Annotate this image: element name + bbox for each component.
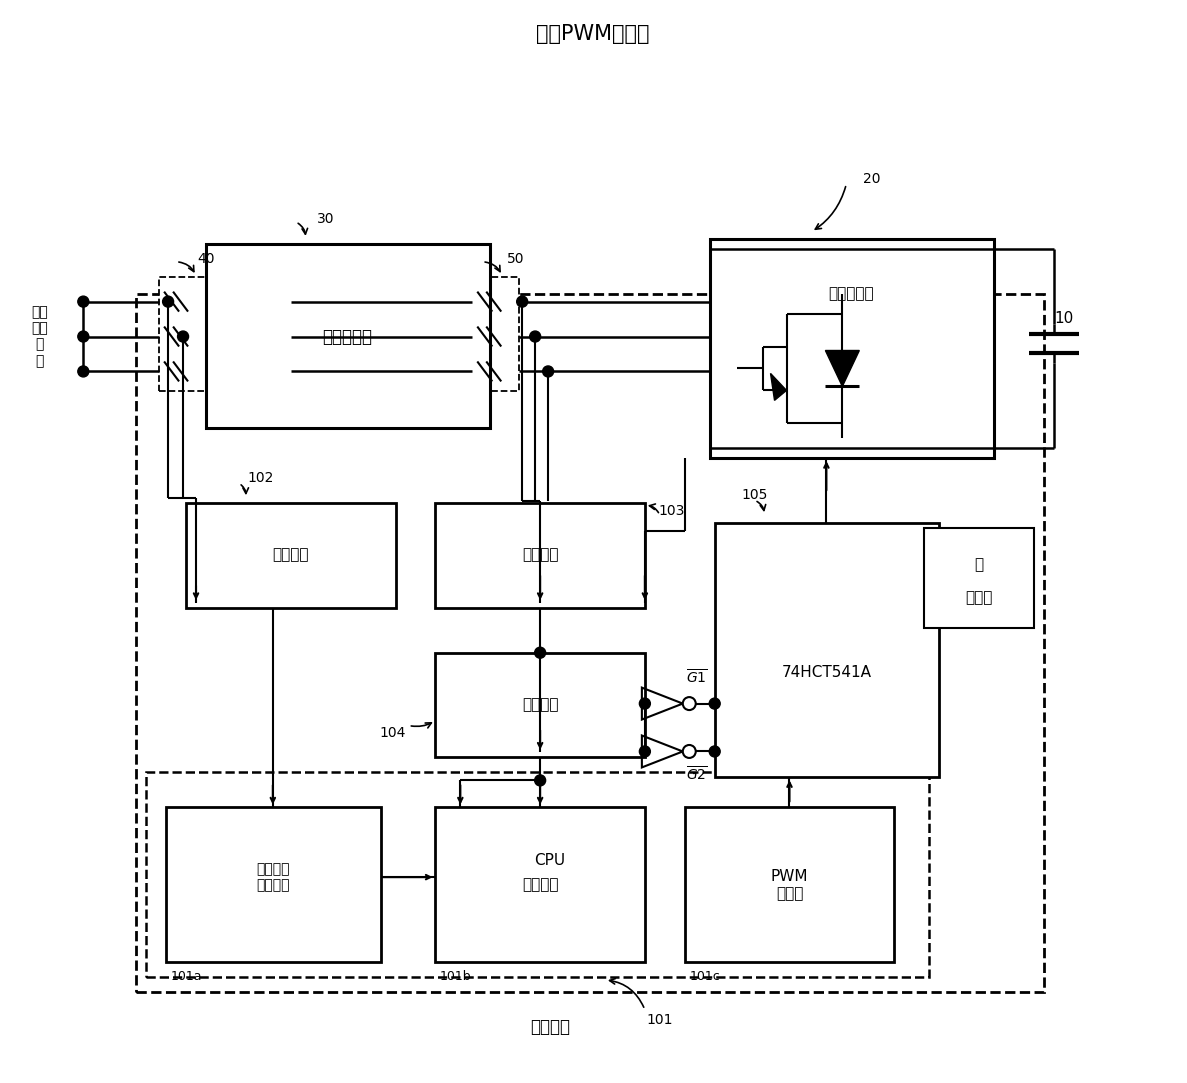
Circle shape xyxy=(178,331,189,342)
Text: 控制电路: 控制电路 xyxy=(531,1018,570,1035)
Circle shape xyxy=(640,746,650,757)
Bar xyxy=(159,276,207,391)
Text: 50: 50 xyxy=(507,251,523,265)
Bar xyxy=(166,807,381,962)
Circle shape xyxy=(78,296,89,308)
Text: 105: 105 xyxy=(742,488,768,503)
Bar xyxy=(186,504,395,608)
Text: 本: 本 xyxy=(840,362,848,375)
Polygon shape xyxy=(825,351,859,387)
Circle shape xyxy=(534,648,546,658)
Text: 故障保护: 故障保护 xyxy=(522,877,558,892)
Polygon shape xyxy=(770,374,787,401)
Bar xyxy=(137,293,1043,992)
Circle shape xyxy=(78,331,89,342)
Bar xyxy=(207,244,490,428)
Text: 三相受护桥: 三相受护桥 xyxy=(829,286,874,301)
Circle shape xyxy=(640,699,650,709)
Bar xyxy=(436,653,645,757)
Circle shape xyxy=(78,366,89,377)
Bar xyxy=(715,523,939,778)
Circle shape xyxy=(516,296,528,308)
Bar xyxy=(146,772,929,977)
Text: PWM
发生器: PWM 发生器 xyxy=(770,869,808,901)
Circle shape xyxy=(542,366,553,377)
Text: 101b: 101b xyxy=(439,970,471,983)
Bar xyxy=(925,529,1034,628)
Text: 电流采样: 电流采样 xyxy=(522,548,558,562)
Bar xyxy=(436,504,645,608)
Text: 101a: 101a xyxy=(170,970,202,983)
Text: 20: 20 xyxy=(863,172,880,186)
Bar xyxy=(472,276,519,391)
Text: 10: 10 xyxy=(1054,311,1073,326)
Text: $\overline{G2}$: $\overline{G2}$ xyxy=(686,766,707,783)
Text: CPU: CPU xyxy=(534,852,566,867)
Bar xyxy=(685,807,894,962)
Text: 74HCT541A: 74HCT541A xyxy=(781,665,871,680)
Circle shape xyxy=(534,775,546,786)
Bar xyxy=(436,807,645,962)
Text: 电压采样: 电压采样 xyxy=(273,548,309,562)
Text: 电网扰动
判出模块: 电网扰动 判出模块 xyxy=(256,862,290,892)
Text: 104: 104 xyxy=(380,726,406,740)
Text: 103: 103 xyxy=(659,504,685,518)
Text: 101c: 101c xyxy=(690,970,721,983)
Text: 30: 30 xyxy=(317,212,335,226)
Text: 态: 态 xyxy=(975,558,984,573)
Circle shape xyxy=(163,296,173,308)
Text: $\overline{G1}$: $\overline{G1}$ xyxy=(686,668,707,687)
Circle shape xyxy=(529,331,540,342)
Text: 101: 101 xyxy=(647,1013,673,1027)
Circle shape xyxy=(709,699,721,709)
Circle shape xyxy=(709,746,721,757)
Text: 缓冲器: 缓冲器 xyxy=(965,590,992,605)
Text: 并网PWM变换器: 并网PWM变换器 xyxy=(537,24,649,44)
Text: 过流检出: 过流检出 xyxy=(522,697,558,713)
Text: 并网滤波器: 并网滤波器 xyxy=(323,327,373,345)
Text: 40: 40 xyxy=(197,251,215,265)
Text: 三相
交流
电
网: 三相 交流 电 网 xyxy=(31,305,47,368)
Text: 102: 102 xyxy=(248,471,274,485)
Bar xyxy=(710,238,994,458)
